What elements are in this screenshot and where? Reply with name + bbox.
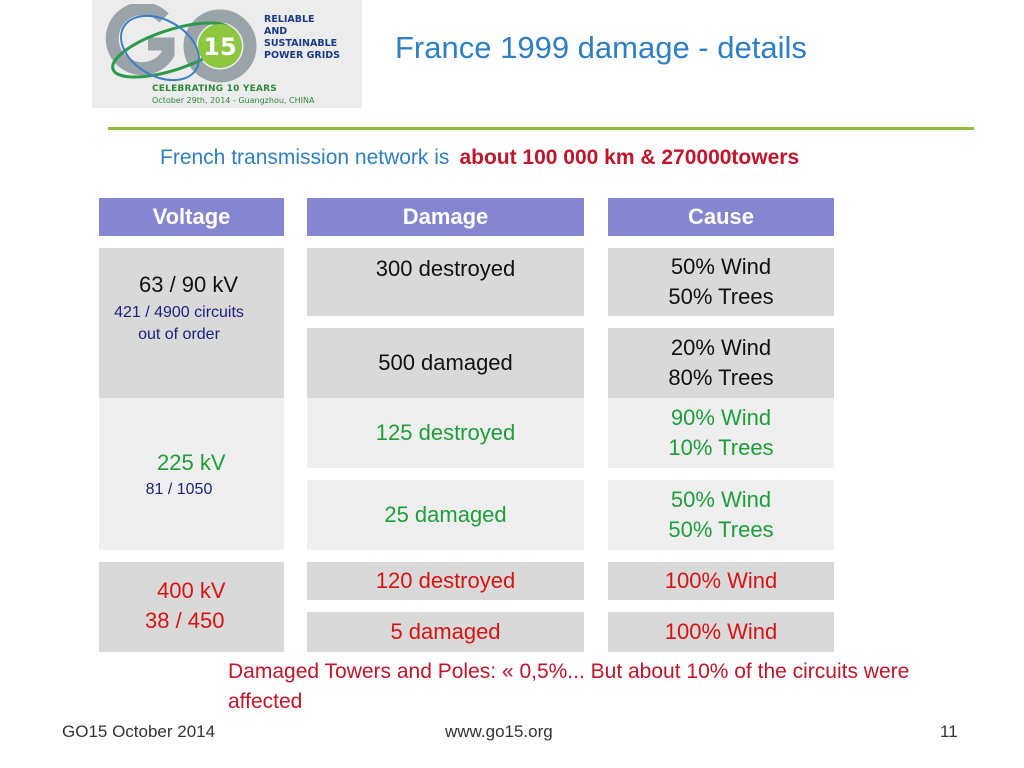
damage-cell: 300 destroyed: [307, 248, 584, 316]
subtitle: French transmission network is about 100 …: [160, 146, 799, 170]
voltage-circuits: 81 / 1050: [145, 481, 213, 498]
damage-cell: 25 damaged: [307, 480, 584, 550]
cause-cell: 100% Wind: [608, 562, 834, 600]
footer-url: www.go15.org: [445, 722, 553, 741]
voltage-group-63-90: 63 / 90 kV 421 / 4900 circuits out of or…: [99, 248, 284, 398]
cause-cell: 50% Wind 50% Trees: [608, 248, 834, 316]
cause-cell: 50% Wind 50% Trees: [608, 480, 834, 550]
voltage-circuits: 38 / 450: [145, 608, 225, 633]
damage-cell: 120 destroyed: [307, 562, 584, 600]
slide-title: France 1999 damage - details: [395, 30, 807, 65]
damage-cell: 500 damaged: [307, 328, 584, 398]
footnote: Damaged Towers and Poles: « 0,5%... But …: [228, 660, 910, 713]
logo-date: October 29th, 2014 - Guangzhou, CHINA: [152, 96, 315, 105]
header-cause: Cause: [608, 198, 834, 236]
cause-cell: 20% Wind 80% Trees: [608, 328, 834, 398]
logo-celebrating: CELEBRATING 10 YEARS: [152, 84, 277, 94]
footer-left: GO15 October 2014: [62, 722, 216, 741]
page-number: 11: [940, 722, 958, 741]
damage-cell: 125 destroyed: [307, 398, 584, 468]
logo-tagline: RELIABLE AND SUSTAINABLE POWER GRIDS: [264, 14, 341, 61]
voltage-label: 225 kV: [157, 450, 226, 475]
go15-emblem-icon: 15: [105, 4, 257, 83]
subtitle-lead: French transmission network is: [160, 146, 450, 169]
header-damage: Damage: [307, 198, 584, 236]
voltage-label: 63 / 90 kV: [139, 272, 239, 297]
voltage-label: 400 kV: [157, 578, 226, 603]
subtitle-highlight: about 100 000 km & 270000towers: [459, 146, 800, 169]
logo-number: 15: [203, 33, 236, 61]
title-divider: [108, 127, 974, 130]
cause-cell: 100% Wind: [608, 612, 834, 652]
cause-cell: 90% Wind 10% Trees: [608, 398, 834, 468]
header-voltage: Voltage: [99, 198, 284, 236]
damage-cell: 5 damaged: [307, 612, 584, 652]
voltage-group-225: 225 kV 81 / 1050: [99, 398, 284, 550]
go15-logo: 15 RELIABLE AND SUSTAINABLE POWER GRIDS …: [92, 0, 362, 108]
voltage-group-400: 400 kV 38 / 450: [99, 562, 284, 652]
voltage-circuits: 421 / 4900 circuits out of order: [114, 304, 244, 343]
